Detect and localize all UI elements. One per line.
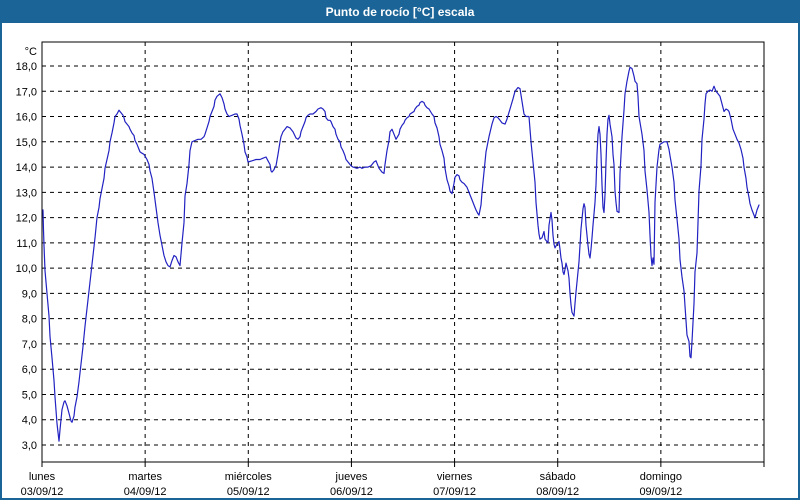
y-tick-label: 9,0 — [22, 288, 37, 300]
x-day-label: viernes — [437, 471, 473, 483]
x-date-label: 05/09/12 — [227, 486, 270, 498]
y-tick-label: 16,0 — [16, 112, 37, 124]
x-date-label: 08/09/12 — [536, 486, 579, 498]
x-day-label: domingo — [640, 471, 682, 483]
y-tick-label: 7,0 — [22, 339, 37, 351]
y-axis-labels: 18,0 17,0 16,0 15,0 14,0 13,0 12,0 11,0 10,0 9,0 8… — [16, 46, 37, 452]
x-date-label: 06/09/12 — [330, 486, 373, 498]
chart-title: Punto de rocío [°C] escala — [325, 5, 475, 19]
y-tick-label: 15,0 — [16, 137, 37, 149]
y-tick-label: 10,0 — [16, 263, 37, 275]
x-day-label: sábado — [540, 471, 576, 483]
x-date-label: 07/09/12 — [433, 486, 476, 498]
y-tick-label: 8,0 — [22, 314, 37, 326]
x-day-label: miércoles — [225, 471, 273, 483]
y-tick-label: 17,0 — [16, 86, 37, 98]
y-tick-label: 6,0 — [22, 364, 37, 376]
y-tick-label: 4,0 — [22, 415, 37, 427]
x-gridlines — [144, 42, 662, 462]
x-day-label: lunes — [29, 471, 56, 483]
chart-title-bar: Punto de rocío [°C] escala — [2, 2, 798, 23]
y-tick-label: 3,0 — [22, 440, 37, 452]
x-axis-labels: lunes 03/09/12 martes 04/09/12 miércoles 05/0… — [21, 462, 765, 498]
plot-border — [41, 41, 765, 463]
dew-point-line — [42, 66, 760, 442]
y-tick-label: 12,0 — [16, 213, 37, 225]
y-gridlines — [42, 65, 764, 446]
x-date-label: 03/09/12 — [21, 486, 64, 498]
y-tick-label: 13,0 — [16, 187, 37, 199]
x-day-label: martes — [128, 471, 162, 483]
y-axis-unit-label: °C — [25, 46, 37, 58]
y-tick-label: 5,0 — [22, 389, 37, 401]
y-tick-label: 11,0 — [16, 238, 37, 250]
x-day-label: jueves — [335, 471, 368, 483]
y-tick-label: 18,0 — [16, 61, 37, 73]
x-date-label: 04/09/12 — [124, 486, 167, 498]
y-tick-label: 14,0 — [16, 162, 37, 174]
x-date-label: 09/09/12 — [639, 486, 682, 498]
